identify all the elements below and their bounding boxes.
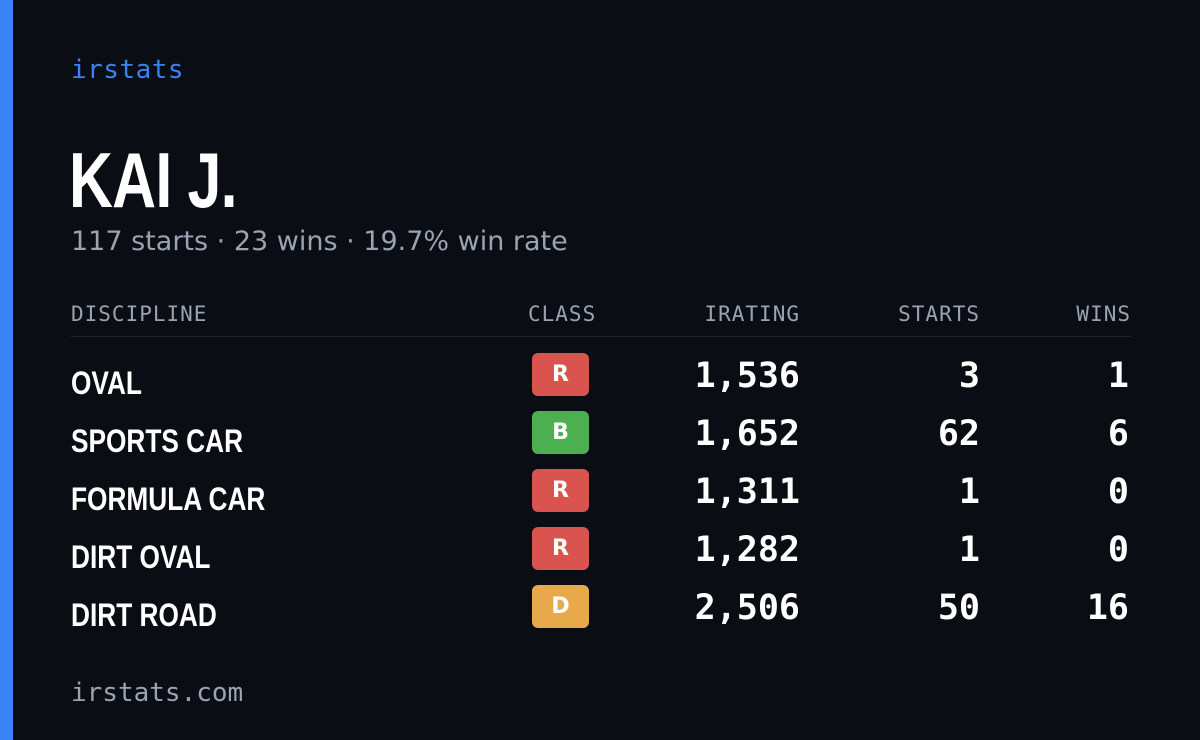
wins-value: 0 (1107, 472, 1129, 512)
class-badge: B (532, 411, 589, 454)
driver-name: KAI J. (69, 136, 238, 224)
table-body: OVAL R 1,536 3 1 SPORTS CAR B 1,652 62 6… (71, 337, 1131, 643)
class-badge: R (532, 353, 589, 396)
class-badge: D (532, 585, 589, 628)
discipline-table: DISCIPLINE CLASS IRATING STARTS WINS OVA… (71, 296, 1131, 643)
table-row: OVAL R 1,536 3 1 (71, 353, 1131, 411)
table-row: DIRT OVAL R 1,282 1 0 (71, 527, 1131, 585)
wins-value: 6 (1107, 414, 1129, 454)
header-starts: STARTS (898, 302, 980, 326)
discipline-name: DIRT ROAD (71, 597, 217, 633)
irating-value: 1,652 (694, 414, 800, 454)
starts-value: 62 (937, 414, 980, 454)
irating-value: 1,536 (694, 356, 800, 396)
wins-value: 1 (1107, 356, 1129, 396)
header-discipline: DISCIPLINE (71, 302, 208, 326)
header-irating: IRATING (704, 302, 800, 326)
driver-summary: 117 starts · 23 wins · 19.7% win rate (71, 226, 568, 257)
header-wins: WINS (1076, 302, 1131, 326)
starts-value: 1 (958, 472, 980, 512)
discipline-name: FORMULA CAR (71, 481, 266, 517)
table-row: FORMULA CAR R 1,311 1 0 (71, 469, 1131, 527)
irating-value: 1,282 (694, 530, 800, 570)
class-badge: R (532, 469, 589, 512)
irating-value: 2,506 (694, 588, 800, 628)
starts-value: 3 (958, 356, 980, 396)
irating-value: 1,311 (694, 472, 800, 512)
accent-bar (0, 0, 13, 740)
starts-value: 1 (958, 530, 980, 570)
footer-url: irstats.com (71, 678, 244, 708)
class-badge: R (532, 527, 589, 570)
table-row: SPORTS CAR B 1,652 62 6 (71, 411, 1131, 469)
starts-value: 50 (937, 588, 980, 628)
wins-value: 16 (1086, 588, 1129, 628)
table-header: DISCIPLINE CLASS IRATING STARTS WINS (71, 296, 1131, 337)
header-class: CLASS (528, 302, 597, 326)
discipline-name: DIRT OVAL (71, 539, 211, 575)
table-row: DIRT ROAD D 2,506 50 16 (71, 585, 1131, 643)
brand-logo-text: irstats (71, 55, 185, 85)
discipline-name: SPORTS CAR (71, 423, 244, 459)
discipline-name: OVAL (71, 365, 142, 401)
wins-value: 0 (1107, 530, 1129, 570)
